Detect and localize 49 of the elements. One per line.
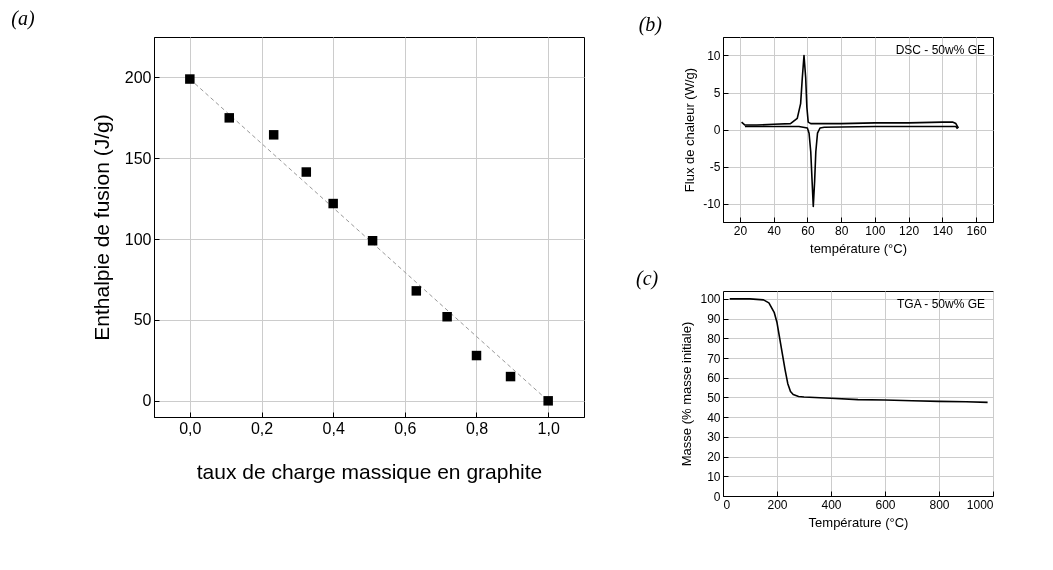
x-tick-label: 20 [733, 223, 748, 238]
x-tick-label: 100 [865, 223, 886, 238]
x-tick-label: 1,0 [537, 419, 560, 437]
annotation: TGA - 50w% GE [896, 297, 985, 311]
y-tick-label: -5 [709, 160, 721, 174]
y-tick-label: 50 [707, 390, 721, 405]
chart-title: (a) [11, 7, 35, 30]
y-tick-label: 30 [707, 430, 721, 445]
y-tick-label: -10 [703, 197, 721, 211]
x-tick-label: 0,8 [465, 419, 489, 437]
x-tick-label: 60 [801, 223, 815, 238]
y-tick-label: 150 [124, 149, 152, 167]
y-tick-label: 60 [707, 371, 721, 386]
y-tick-label: 90 [707, 312, 721, 327]
x-axis-title: température (°C) [810, 240, 907, 256]
x-tick-label: 600 [875, 497, 896, 512]
x-tick-label: 400 [821, 497, 842, 512]
y-axis-title: Flux de chaleur (W/g) [682, 67, 698, 193]
x-axis-title: taux de charge massique en graphite [196, 459, 543, 483]
x-tick-label: 120 [899, 223, 920, 238]
x-tick-label: 0 [723, 497, 731, 512]
x-tick-label: 160 [966, 223, 987, 238]
x-tick-label: 0,6 [394, 419, 417, 437]
chart-title: (b) [638, 13, 663, 36]
x-tick-label: 0,0 [179, 419, 202, 437]
y-tick-label: 70 [707, 351, 721, 366]
y-axis-title: Enthalpie de fusion (J/g) [89, 114, 113, 341]
annotation: DSC - 50w% GE [895, 43, 985, 57]
y-tick-label: 100 [700, 292, 721, 307]
x-tick-label: 40 [767, 223, 782, 238]
y-tick-label: 200 [124, 68, 152, 86]
x-tick-label: 0,4 [322, 419, 345, 437]
x-axis-title: Température (°C) [808, 514, 909, 530]
y-tick-label: 0 [713, 123, 721, 137]
y-tick-label: 80 [707, 331, 721, 346]
y-tick-label: 50 [133, 311, 152, 329]
x-tick-label: 1000 [966, 497, 994, 512]
x-tick-label: 800 [929, 497, 950, 512]
y-tick-label: 5 [713, 86, 721, 100]
y-axis-title: Masse (% masse initiale) [679, 321, 695, 467]
x-tick-label: 80 [834, 223, 849, 238]
x-tick-label: 200 [767, 497, 788, 512]
chart-title: (c) [635, 267, 659, 290]
y-tick-label: 10 [707, 469, 721, 484]
y-tick-label: 20 [707, 450, 721, 465]
x-tick-label: 0,2 [250, 419, 274, 437]
y-tick-label: 10 [707, 49, 721, 63]
y-tick-label: 0 [142, 392, 152, 410]
x-tick-label: 140 [932, 223, 954, 238]
